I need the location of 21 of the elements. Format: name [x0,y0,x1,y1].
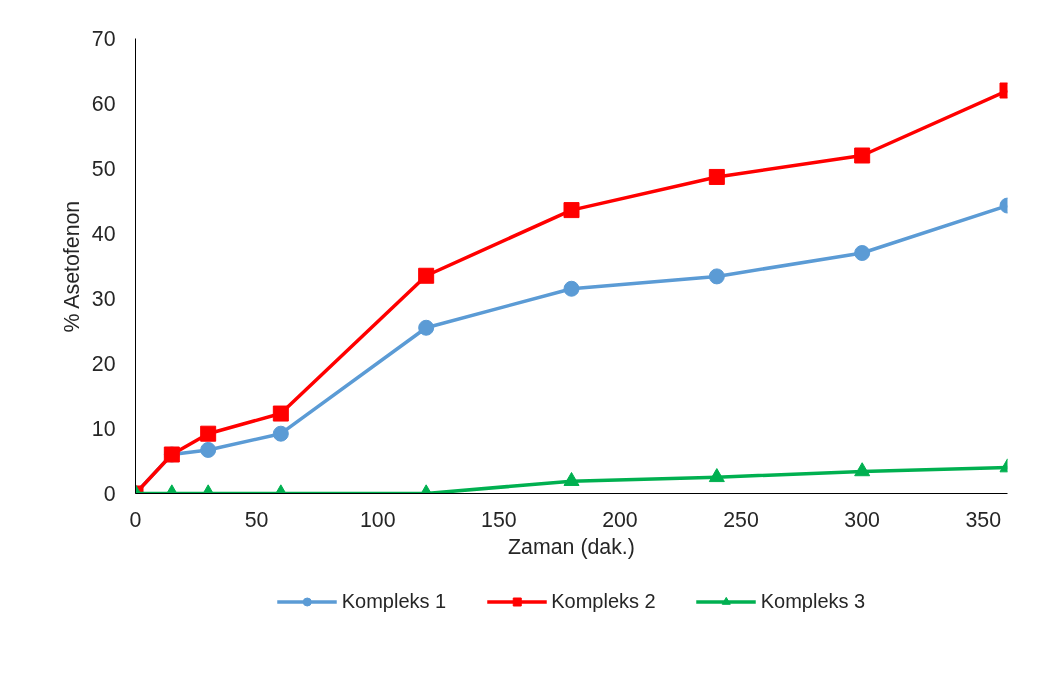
y-tick-label: 30 [91,287,116,311]
y-tick-label: 60 [91,92,116,116]
y-tick-label: 20 [91,352,116,376]
x-axis-title: Zaman (dak.) [508,534,635,559]
x-tick-label: 250 [723,507,759,532]
x-tick-label: 350 [965,507,1002,532]
y-axis-title: % Asetofenon [59,200,84,333]
legend-label: Kompleks 2 [551,589,656,613]
x-tick-label: 0 [129,507,142,532]
legend-label: Kompleks 3 [760,589,866,613]
y-tick-label: 0 [103,482,116,506]
legend-label: Kompleks 1 [341,589,447,613]
x-tick-label: 300 [844,507,881,532]
y-tick-label: 40 [91,222,116,246]
x-tick-label: 200 [602,507,638,532]
y-tick-label: 70 [91,27,116,51]
x-tick-label: 150 [481,507,517,532]
y-tick-label: 10 [91,417,116,441]
x-tick-label: 50 [244,507,269,532]
x-tick-label: 100 [359,507,396,532]
y-tick-label: 50 [91,157,116,181]
